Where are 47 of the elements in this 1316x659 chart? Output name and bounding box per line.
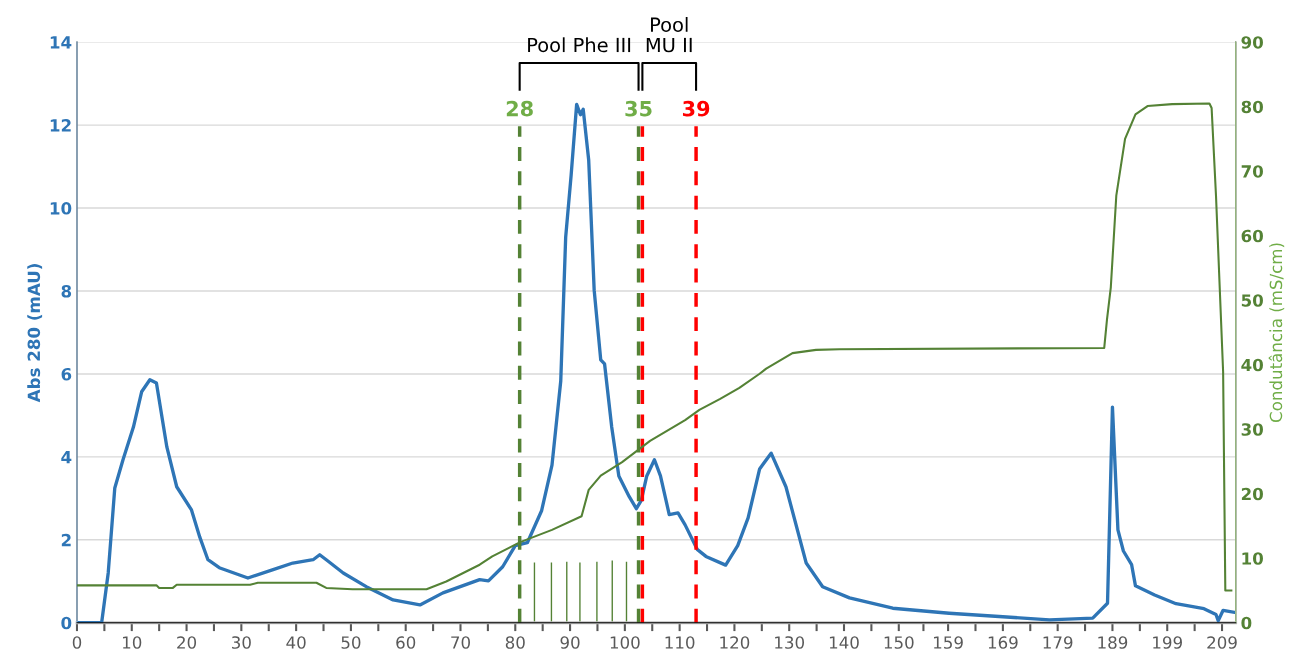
- x-tick-label: 159: [934, 636, 963, 649]
- y-tick-label: 0: [61, 616, 72, 630]
- annotation: 28: [506, 100, 533, 117]
- y2-tick-label: 30: [1241, 423, 1263, 436]
- y-axis-title: Abs 280 (mAU): [27, 264, 43, 403]
- x-tick-label: 100: [610, 636, 640, 649]
- x-tick-label: 50: [341, 636, 361, 649]
- x-tick-label: 120: [720, 636, 750, 649]
- y-tick-label: 12: [50, 119, 71, 132]
- annotation: Pool Phe III: [528, 37, 631, 53]
- y2-tick-label: 0: [1241, 616, 1252, 630]
- x-tick-label: 90: [560, 636, 580, 649]
- x-tick-label: 199: [1153, 636, 1182, 649]
- y2-tick-label: 70: [1241, 165, 1263, 178]
- x-tick-label: 169: [988, 636, 1018, 649]
- y-tick-label: 6: [61, 367, 72, 381]
- y2-axis-title: Condutância (mS/cm): [1268, 243, 1285, 423]
- y2-tick-label: 80: [1241, 100, 1263, 114]
- x-tick-label: 130: [775, 636, 805, 649]
- x-tick-label: 10: [123, 636, 142, 649]
- y-tick-label: 4: [61, 451, 72, 464]
- x-tick-label: 20: [177, 636, 197, 649]
- y-tick-label: 14: [50, 36, 72, 49]
- x-tick-label: 150: [884, 636, 914, 649]
- x-tick-label: 179: [1043, 636, 1073, 649]
- x-tick-label: 110: [665, 636, 695, 649]
- annotation: 39: [682, 100, 710, 117]
- x-tick-label: 140: [829, 636, 859, 649]
- y2-tick-label: 60: [1241, 229, 1263, 243]
- x-tick-label: 70: [451, 636, 470, 649]
- y-tick-label: 10: [50, 202, 72, 215]
- y-tick-label: 8: [61, 284, 72, 298]
- y2-tick-label: 40: [1241, 358, 1263, 372]
- y2-tick-label: 20: [1241, 487, 1263, 501]
- x-tick-label: 80: [505, 636, 525, 649]
- x-tick-label: 209: [1207, 636, 1237, 649]
- y2-tick-label: 10: [1242, 552, 1263, 565]
- x-tick-label: 30: [232, 636, 251, 649]
- annotation: 35: [625, 100, 652, 117]
- y2-tick-label: 90: [1241, 36, 1263, 49]
- y-tick-label: 2: [61, 533, 71, 547]
- y2-tick-label: 50: [1241, 294, 1263, 307]
- x-tick-label: 40: [286, 636, 306, 649]
- x-tick-label: 189: [1098, 636, 1128, 649]
- x-tick-label: 0: [72, 636, 82, 649]
- annotation: Pool MU II: [646, 17, 692, 53]
- x-tick-label: 60: [396, 636, 416, 649]
